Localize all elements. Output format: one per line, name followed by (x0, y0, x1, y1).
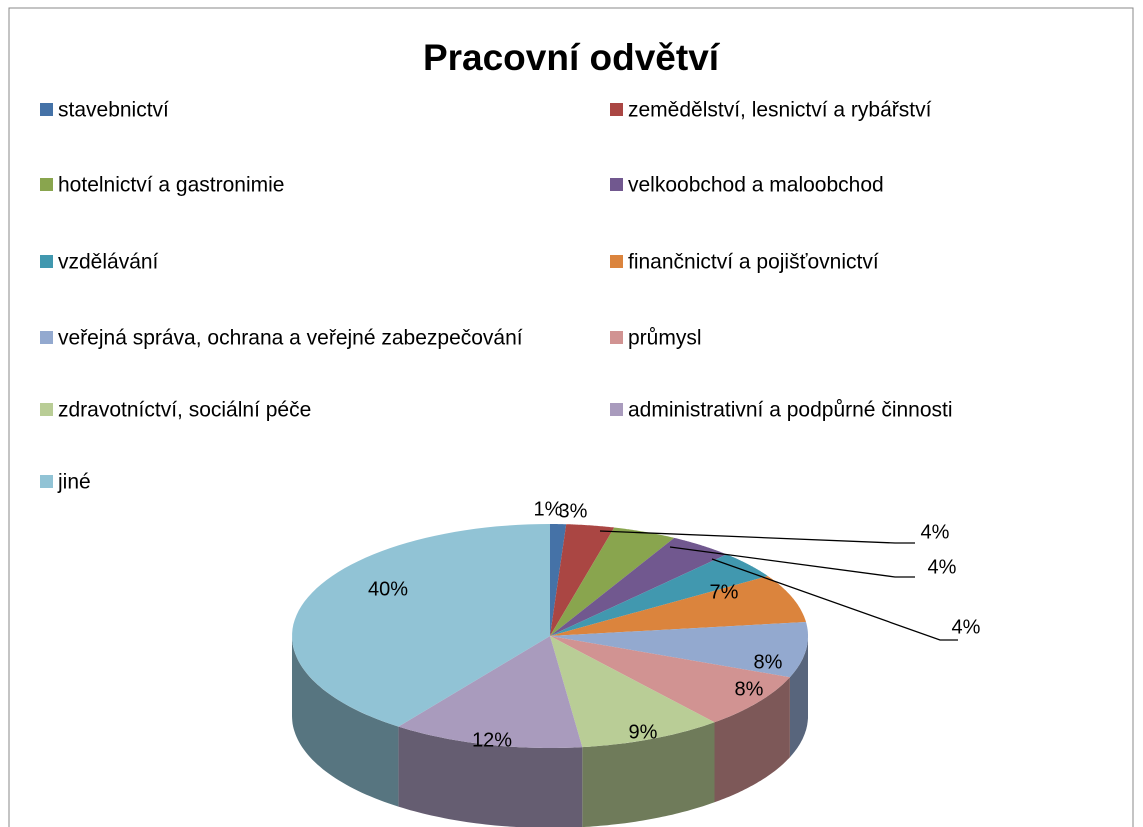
legend-label: finančnictví a pojišťovnictví (628, 251, 879, 274)
slice-side (398, 726, 583, 827)
slice (550, 622, 808, 678)
legend-swatch (610, 255, 623, 268)
legend-swatch (610, 178, 623, 191)
legend-label: vzdělávání (58, 251, 159, 274)
legend-swatch (610, 103, 623, 116)
legend-label: veřejná správa, ochrana a veřejné zabezp… (58, 327, 523, 350)
legend-swatch (40, 475, 53, 488)
legend-label: jiné (57, 471, 91, 494)
slice (550, 527, 675, 636)
legend-swatch (40, 255, 53, 268)
slice (398, 636, 583, 748)
data-label: 8% (754, 651, 783, 673)
slice (550, 636, 790, 723)
slice-side (582, 722, 715, 827)
data-label: 4% (952, 616, 981, 638)
slice (550, 636, 715, 748)
data-label: 9% (629, 721, 658, 743)
legend-label: stavebnictví (58, 99, 169, 122)
legend-swatch (40, 331, 53, 344)
legend-label: hotelnictví a gastronimie (58, 174, 284, 197)
data-label: 1% (534, 498, 563, 520)
slice (550, 554, 768, 636)
slice-side (292, 636, 399, 807)
data-label: 12% (472, 729, 512, 751)
legend-label: administrativní a podpůrné činnosti (628, 399, 953, 422)
legend-swatch (40, 403, 53, 416)
legend-label: velkoobchod a maloobchod (628, 174, 884, 197)
data-label: 4% (928, 556, 957, 578)
leader-line (669, 546, 915, 578)
data-label: 7% (710, 581, 739, 603)
legend-label: zemědělství, lesnictví a rybářství (628, 99, 932, 122)
slice (292, 524, 550, 727)
legend-swatch (610, 403, 623, 416)
legend-swatch (610, 331, 623, 344)
legend-label: průmysl (628, 327, 702, 350)
data-label: 4% (921, 521, 950, 543)
legend-swatch (40, 103, 53, 116)
slice (550, 524, 567, 636)
leader-line (711, 558, 958, 641)
legend-swatch (40, 178, 53, 191)
slice (550, 576, 806, 636)
slice-side (789, 636, 808, 758)
legend-label: zdravotníctví, sociální péče (58, 399, 311, 422)
data-label: 40% (368, 578, 408, 600)
slice (550, 537, 727, 636)
data-label: 8% (735, 678, 764, 700)
leader-line (599, 530, 915, 544)
slice-side (714, 677, 790, 803)
data-label: 3% (559, 500, 588, 522)
chart-title: Pracovní odvětví (423, 37, 721, 78)
slice (550, 524, 615, 636)
